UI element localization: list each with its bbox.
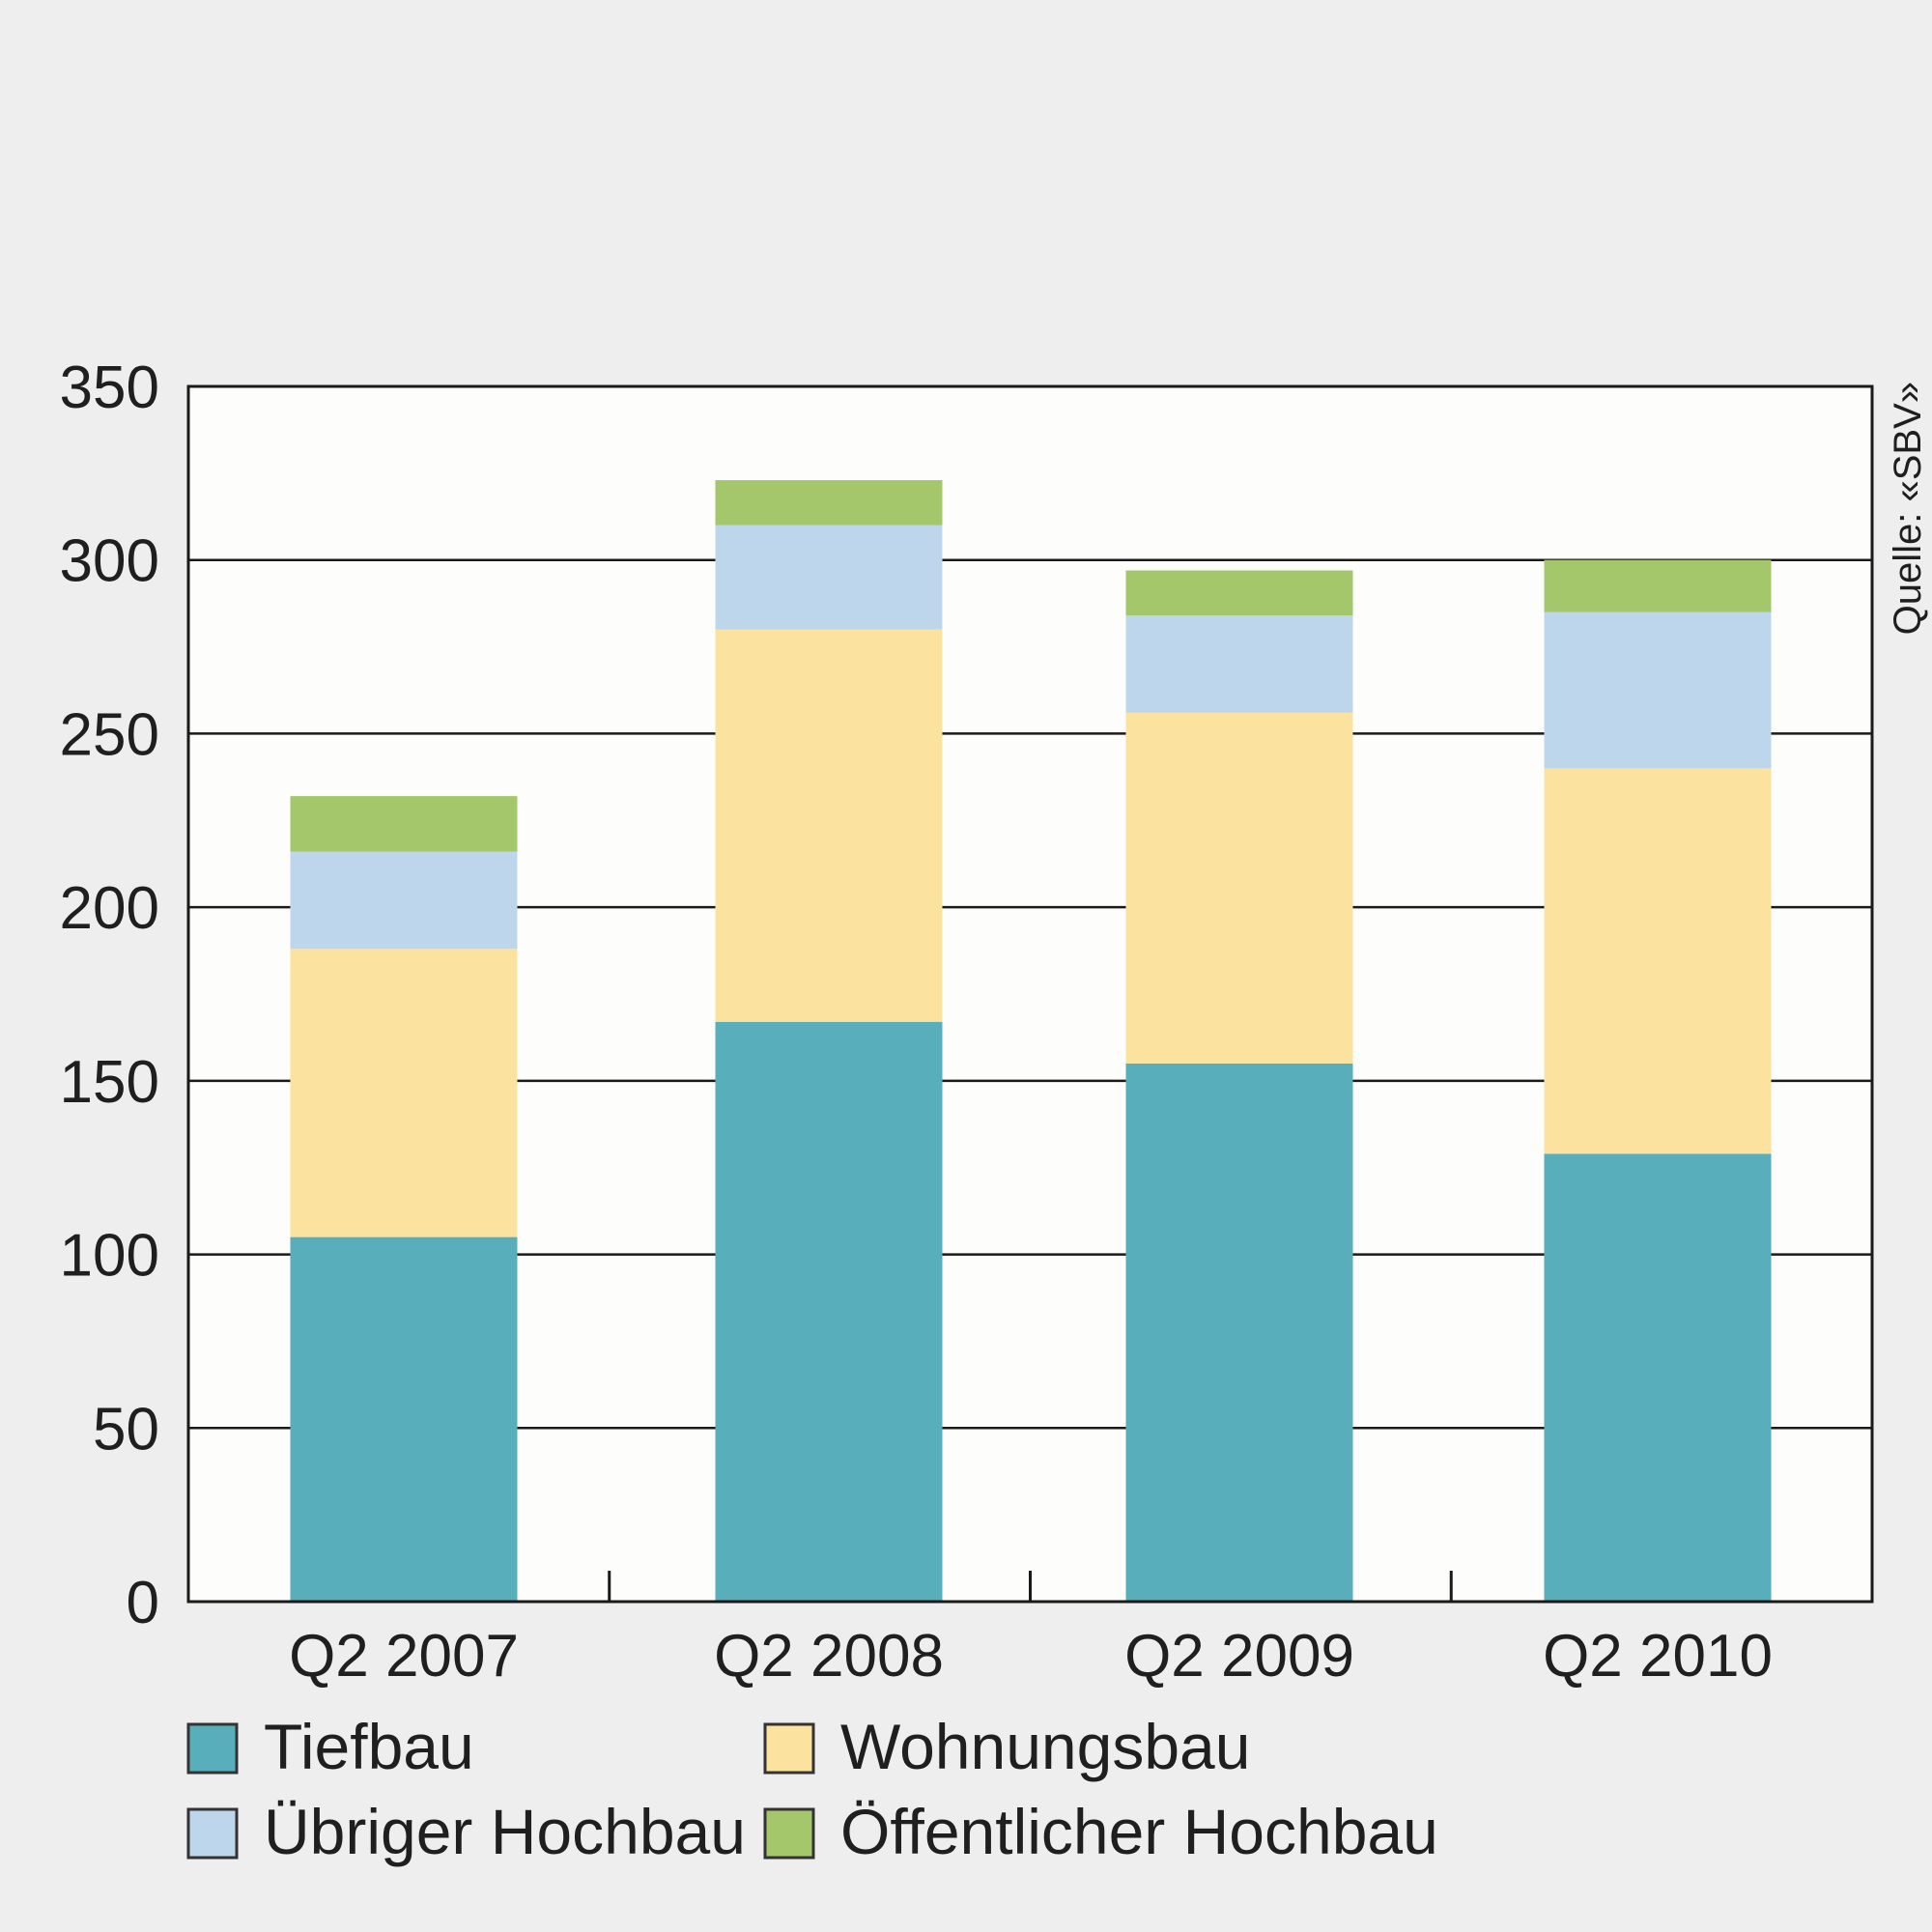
bar-segment-übriger-hochbau	[1544, 611, 1772, 769]
legend-swatch	[186, 1807, 239, 1860]
bar-segment-tiefbau	[290, 1236, 518, 1602]
bar-segment-öffentlicher-hochbau	[1544, 559, 1772, 612]
y-tick-label: 50	[93, 1396, 159, 1463]
bar-segment-wohnungsbau	[1125, 712, 1353, 1064]
x-tick-label: Q2 2010	[1543, 1623, 1773, 1690]
x-tick-label: Q2 2007	[289, 1623, 519, 1690]
y-tick-label: 350	[60, 355, 159, 421]
source-note: Quelle: «SBV»	[1887, 382, 1929, 635]
y-tick-label: 300	[60, 528, 159, 595]
y-tick-label: 200	[60, 875, 159, 942]
y-tick-label: 0	[127, 1570, 159, 1636]
legend-swatch	[186, 1722, 239, 1775]
bar-segment-wohnungsbau	[1544, 768, 1772, 1154]
legend-swatch	[763, 1807, 815, 1860]
bar-segment-wohnungsbau	[715, 629, 943, 1022]
legend-label: Öffentlicher Hochbau	[840, 1796, 1438, 1867]
bar-segment-öffentlicher-hochbau	[290, 796, 518, 852]
bar-segment-wohnungsbau	[290, 949, 518, 1237]
bar-segment-tiefbau	[715, 1021, 943, 1602]
bar-segment-übriger-hochbau	[1125, 615, 1353, 713]
y-tick-label: 250	[60, 701, 159, 768]
legend-label: Wohnungsbau	[840, 1711, 1250, 1782]
legend-label: Übriger Hochbau	[264, 1796, 746, 1867]
x-tick-label: Q2 2009	[1124, 1623, 1354, 1690]
bar-segment-tiefbau	[1125, 1063, 1353, 1602]
x-tick-label: Q2 2008	[714, 1623, 944, 1690]
bar-segment-übriger-hochbau	[715, 525, 943, 630]
bar-segment-übriger-hochbau	[290, 851, 518, 950]
y-tick-label: 100	[60, 1223, 159, 1290]
bar-segment-tiefbau	[1544, 1153, 1772, 1602]
legend: Tiefbau Wohnungsbau Übriger Hochbau Öffentl…	[186, 1711, 1438, 1867]
bar-segment-öffentlicher-hochbau	[1125, 570, 1353, 616]
legend-swatch	[763, 1722, 815, 1775]
bars	[290, 480, 1772, 1602]
x-axis: Q2 2007 Q2 2008 Q2 2009 Q2 2010	[289, 1571, 1773, 1690]
y-tick-label: 150	[60, 1049, 159, 1116]
legend-label: Tiefbau	[264, 1711, 474, 1782]
y-axis: 0 50 100 150 200 250 300 350	[60, 355, 159, 1636]
bar-segment-öffentlicher-hochbau	[715, 480, 943, 526]
